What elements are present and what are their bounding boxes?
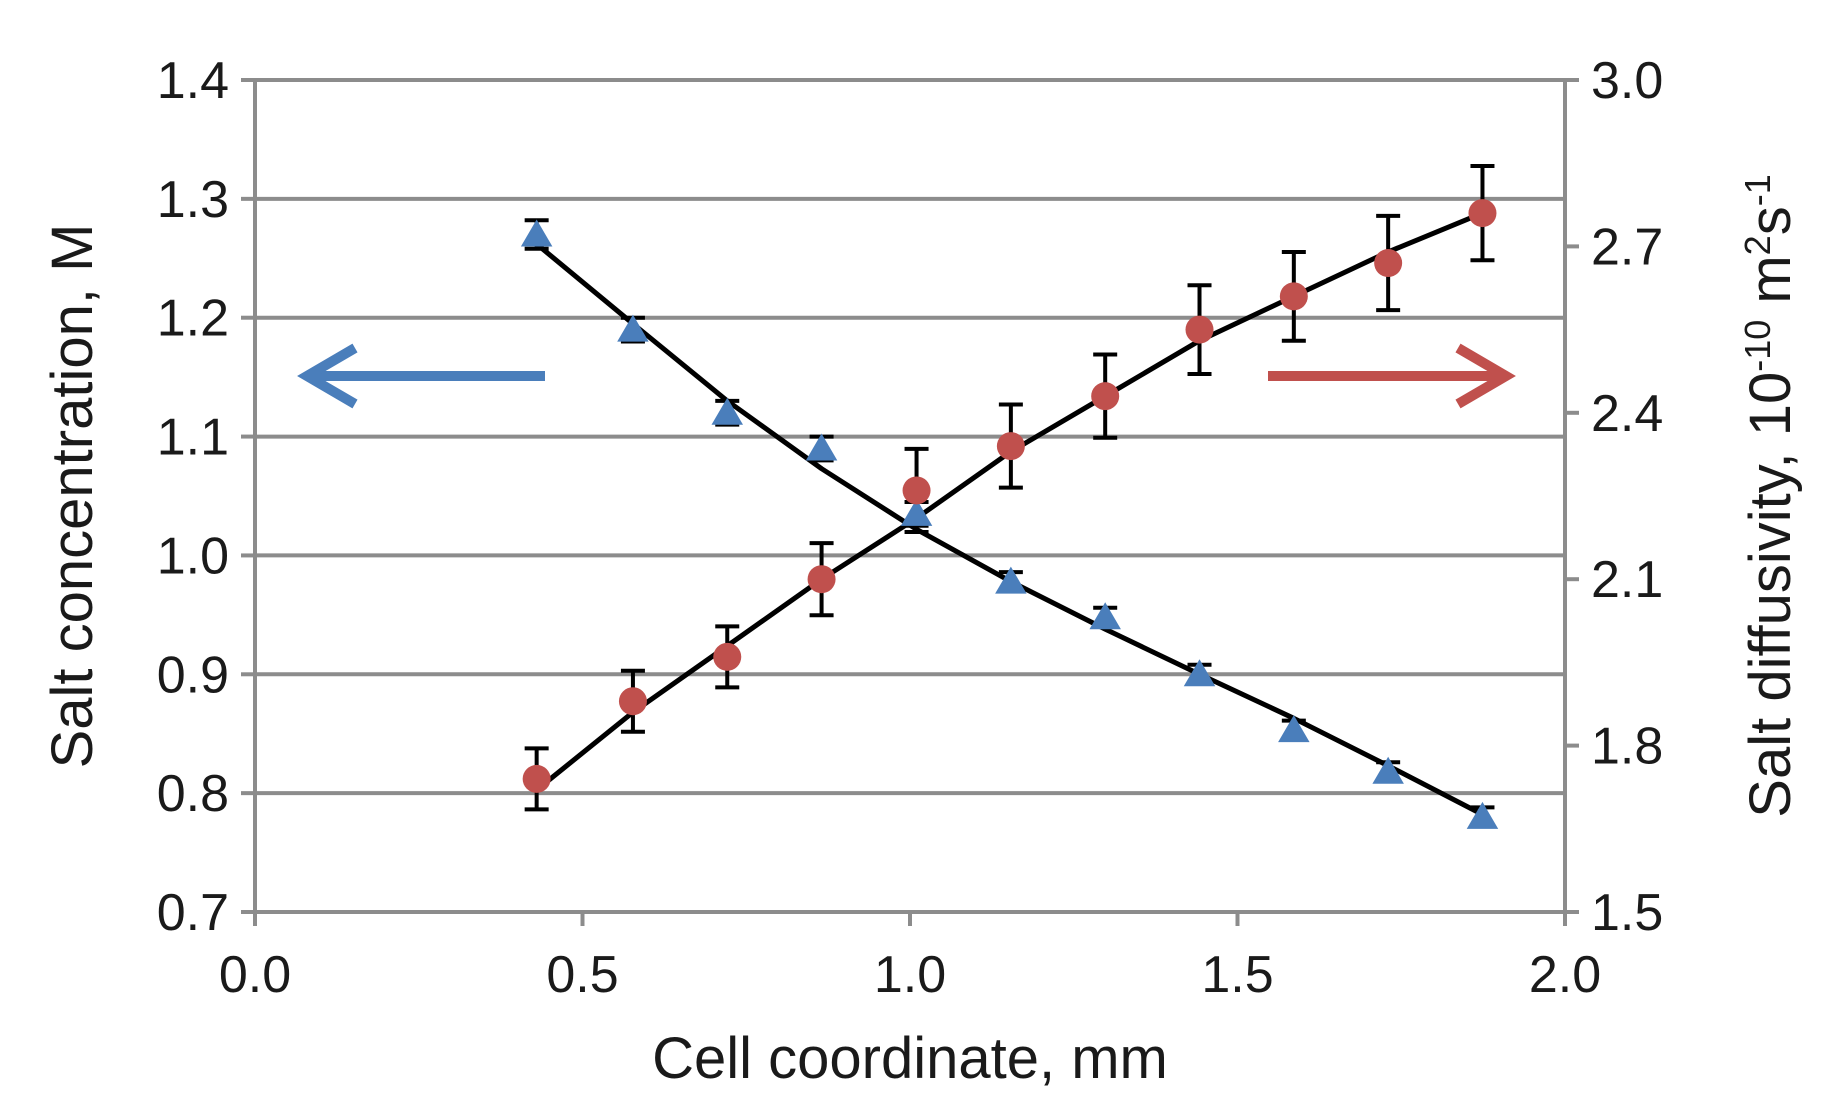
y-right-tick-label: 1.8 [1591, 718, 1663, 776]
y-left-tick-label: 1.3 [157, 171, 229, 229]
tick-labels: 0.7 0.8 0.9 1.0 1.1 1.2 1.3 1.4 1.5 1.8 2.1 2.4 2.7 3… [157, 52, 1664, 1004]
triangle-marker [805, 433, 838, 461]
y-right-tick-label: 1.5 [1591, 884, 1663, 942]
triangle-marker [1089, 602, 1121, 630]
circle-marker [713, 642, 742, 671]
fit-lines [535, 210, 1484, 817]
x-tick-label: 0.5 [546, 946, 618, 1004]
y-left-tick-label: 0.8 [157, 765, 229, 823]
y-right-label-exp2: 2 [1737, 235, 1778, 255]
triangle-marker [520, 219, 553, 247]
x-tick-label: 0.0 [219, 946, 291, 1004]
fit-line-left [535, 242, 1484, 817]
left-arrow-icon [297, 343, 545, 409]
fit-line-right [535, 210, 1484, 792]
circle-marker [618, 687, 647, 716]
x-tick-label: 1.5 [1201, 946, 1273, 1004]
y-right-axis-label: Salt diffusivity, 10-10 m2s-1 [1737, 174, 1804, 817]
right-arrow-head [1455, 343, 1516, 409]
y-left-tick-label: 1.2 [157, 290, 229, 348]
y-left-tick-label: 0.7 [157, 884, 229, 942]
triangle-marker [995, 566, 1027, 594]
left-arrow-head [297, 343, 358, 409]
circle-marker [522, 764, 551, 793]
y-right-label-mid: m [1738, 255, 1803, 319]
x-tick-label: 2.0 [1529, 946, 1601, 1004]
circle-marker [1468, 199, 1497, 228]
circle-marker [1374, 249, 1403, 278]
y-left-tick-label: 1.1 [157, 409, 229, 467]
y-left-axis-label: Salt concentration, M [40, 224, 105, 769]
right-arrow-icon [1268, 343, 1516, 409]
y-left-tick-label: 0.9 [157, 646, 229, 704]
triangle-marker [617, 314, 649, 342]
triangle-marker [1278, 715, 1310, 743]
y-right-label-exp3: -1 [1737, 174, 1778, 206]
y-right-label-prefix: Salt diffusivity, 10 [1738, 372, 1803, 818]
error-bars [524, 163, 1495, 829]
triangle-marker [1372, 756, 1404, 784]
triangle-marker [1183, 659, 1216, 687]
data-markers [520, 199, 1499, 829]
x-axis-label: Cell coordinate, mm [652, 1026, 1168, 1091]
y-right-label-exp1: -10 [1737, 320, 1778, 372]
circle-marker [996, 432, 1025, 461]
triangle-marker [1466, 801, 1499, 829]
circle-marker [902, 476, 931, 505]
axes [241, 78, 1579, 926]
y-right-label-mid2: s [1738, 206, 1803, 235]
triangle-marker [900, 498, 933, 526]
circle-marker [1185, 315, 1214, 344]
y-left-tick-label: 1.4 [157, 52, 229, 110]
gridlines [255, 78, 1565, 796]
x-tick-label: 1.0 [874, 946, 946, 1004]
circle-marker [807, 565, 836, 594]
y-right-tick-label: 2.4 [1591, 385, 1663, 443]
y-left-tick-label: 1.0 [157, 527, 229, 585]
triangle-marker [711, 397, 744, 425]
y-right-tick-label: 2.7 [1591, 218, 1663, 276]
y-right-tick-label: 2.1 [1591, 551, 1663, 609]
circle-marker [1091, 382, 1120, 411]
y-right-tick-label: 3.0 [1591, 52, 1663, 110]
axis-arrows [297, 343, 1516, 409]
circle-marker [1279, 282, 1308, 311]
